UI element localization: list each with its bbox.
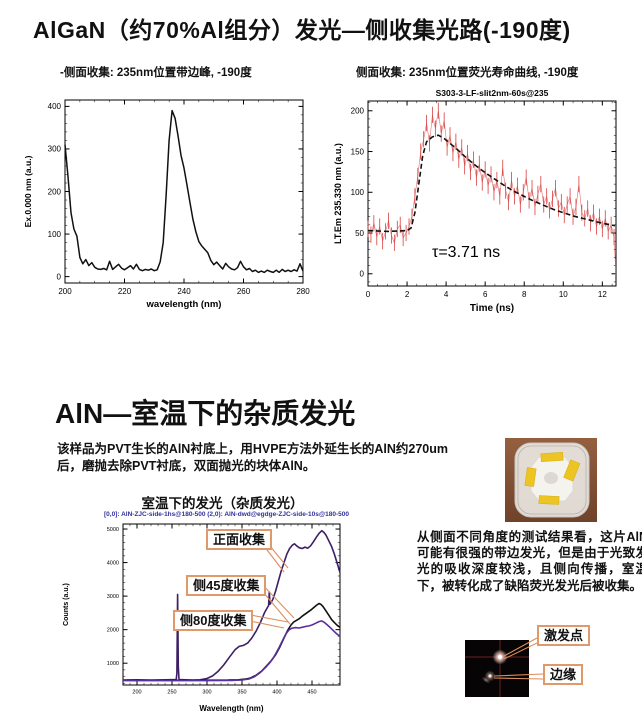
slide2-title: AlN—室温下的杂质发光: [55, 398, 356, 429]
svg-text:τ=3.71 ns: τ=3.71 ns: [432, 244, 500, 261]
tape-left: [524, 467, 537, 487]
svg-text:1000: 1000: [107, 661, 119, 667]
excitation-spot-core: [497, 654, 503, 660]
svg-text:Wavelength (nm): Wavelength (nm): [199, 704, 263, 713]
svg-text:10: 10: [559, 290, 568, 299]
svg-text:200: 200: [351, 107, 365, 116]
tape-top: [540, 451, 564, 463]
rt-chart-title: 室温下的发光（杂质发光）: [141, 496, 304, 511]
container-rim: [517, 445, 587, 515]
svg-text:LT.Em 235.330 nm (a.u.): LT.Em 235.330 nm (a.u.): [333, 143, 343, 244]
svg-text:100: 100: [48, 230, 62, 239]
svg-text:2: 2: [405, 290, 410, 299]
svg-text:Counts (a.u.): Counts (a.u.): [63, 583, 70, 626]
svg-text:Ex.0.000 nm (a.u.): Ex.0.000 nm (a.u.): [23, 155, 33, 227]
svg-text:12: 12: [598, 290, 607, 299]
slide1-left-caption: -侧面收集: 235nm位置带边峰, -190度: [60, 67, 252, 79]
camera-frame: [465, 640, 529, 697]
label-side80-collection: 侧80度收集: [173, 610, 254, 631]
svg-text:100: 100: [351, 188, 365, 197]
slide2-intro-text: 该样品为PVT生长的AlN衬底上，用HVPE方法外延生长的AlN约270um后，…: [57, 442, 449, 473]
svg-text:6: 6: [483, 290, 488, 299]
sample-photo: [505, 438, 597, 522]
svg-text:260: 260: [237, 287, 251, 296]
svg-text:200: 200: [58, 287, 72, 296]
label-excitation-point: 激发点: [537, 625, 591, 646]
svg-text:400: 400: [48, 102, 62, 111]
svg-text:300: 300: [202, 690, 211, 696]
edge-spot-core: [488, 674, 492, 678]
svg-text:0: 0: [360, 270, 365, 279]
excitation-leader-line: [503, 637, 538, 657]
svg-text:220: 220: [118, 287, 132, 296]
svg-text:150: 150: [351, 147, 365, 156]
edge-spot-tail: [481, 676, 491, 684]
pl-spectrum-chart: 200 220 240 260 280 0 100 200 300 400 wavelength (…: [23, 99, 310, 310]
svg-text:200: 200: [48, 187, 62, 196]
tape-right: [563, 459, 581, 482]
svg-text:5000: 5000: [107, 527, 119, 533]
tape-bottom: [538, 495, 560, 505]
svg-text:250: 250: [167, 690, 176, 696]
svg-text:S303-3-LF-slit2nm-60s@235: S303-3-LF-slit2nm-60s@235: [436, 88, 549, 98]
svg-text:50: 50: [355, 229, 364, 238]
svg-text:wavelength (nm): wavelength (nm): [146, 299, 222, 310]
lifetime-chart: 0 2 4 6 8 10 12 0 50 100 150 200 S303-3-LF-slit2nm-6…: [333, 88, 617, 314]
edge-leader-line2: [493, 677, 544, 680]
wafer-center-spot: [544, 472, 558, 484]
rt-chart-subtitle: [0,0]: AlN-ZJC-side-1hs@180-500 (2,0): A…: [104, 511, 350, 518]
svg-text:0: 0: [57, 272, 62, 281]
luminescence-image: [465, 637, 544, 697]
slide1-right-caption: 侧面收集: 235nm位置荧光寿命曲线, -190度: [356, 67, 579, 79]
label-front-collection: 正面收集: [206, 529, 273, 550]
slide1-title: AlGaN（约70%Al组分）发光—侧收集光路(-190度): [33, 17, 571, 43]
svg-text:3000: 3000: [107, 594, 119, 600]
svg-text:8: 8: [522, 290, 527, 299]
label-side45-collection: 侧45度收集: [186, 575, 267, 596]
svg-text:2000: 2000: [107, 628, 119, 634]
excitation-leader-line2: [503, 642, 538, 660]
svg-text:240: 240: [177, 287, 191, 296]
slide2-side-note: 从侧面不同角度的测试结果看，这片AlN可能有很强的带边发光，但是由于光致发光的吸…: [417, 530, 642, 593]
svg-text:4: 4: [444, 290, 449, 299]
svg-text:300: 300: [48, 145, 62, 154]
svg-text:200: 200: [132, 690, 141, 696]
svg-text:400: 400: [272, 690, 281, 696]
svg-text:Time (ns): Time (ns): [470, 303, 514, 314]
rt-emission-chart: 200 250 300 350 400 450 1000 2000 3000 4000 5000 Wa…: [63, 523, 341, 713]
svg-text:450: 450: [307, 690, 316, 696]
svg-text:350: 350: [237, 690, 246, 696]
svg-text:4000: 4000: [107, 560, 119, 566]
svg-text:0: 0: [366, 290, 371, 299]
label-edge: 边缘: [543, 664, 584, 685]
edge-leader-line: [493, 673, 544, 677]
svg-text:280: 280: [296, 287, 310, 296]
